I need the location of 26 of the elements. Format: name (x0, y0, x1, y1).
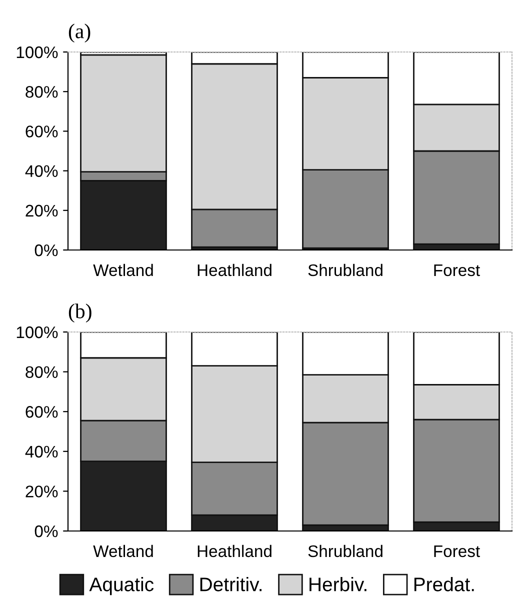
y-tick-label: 80% (26, 366, 58, 378)
legend-label: Herbiv. (310, 577, 366, 592)
y-tick-label: 0% (34, 525, 58, 538)
y-tick-label: 100% (16, 326, 58, 338)
y-tick-label: 100% (16, 46, 58, 58)
legend-label: Predat. (414, 577, 474, 592)
legend-label: Aquatic (89, 577, 154, 596)
y-tick-label: 0% (34, 244, 58, 256)
x-tick-label: Forest (434, 546, 480, 558)
y-tick-label: 20% (26, 204, 58, 217)
y-tick-label: 20% (26, 486, 58, 498)
x-tick-label: Shrubland (308, 544, 382, 558)
x-tick-label: Shrubland (308, 264, 382, 276)
x-tick-label: Wetland (93, 544, 153, 558)
chart-title: (a) (68, 24, 90, 43)
y-tick-label: 40% (25, 446, 58, 458)
x-tick-label: Heathland (198, 544, 272, 558)
chart-title: (b) (68, 304, 92, 323)
x-tick-label: Heathland (198, 264, 272, 276)
y-tick-label: 60% (26, 406, 58, 418)
x-tick-label: Forest (434, 264, 480, 276)
y-tick-label: 60% (26, 126, 58, 138)
legend-label: Detritiv. (200, 577, 262, 592)
y-tick-label: 40% (25, 165, 58, 178)
y-tick-label: 80% (26, 86, 58, 98)
x-tick-label: Wetland (93, 264, 153, 276)
